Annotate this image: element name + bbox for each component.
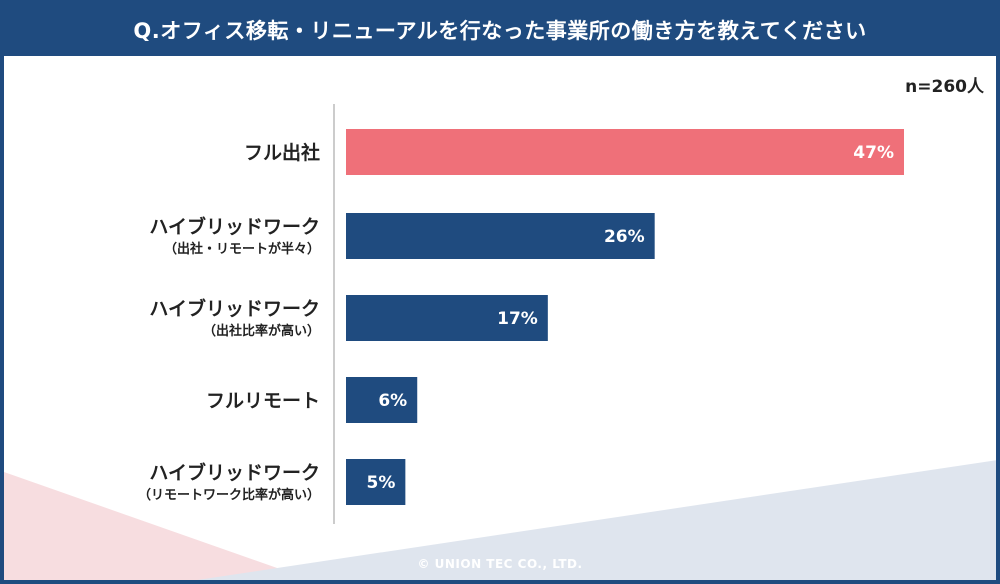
background-decoration — [4, 460, 996, 580]
title-bar: Q.オフィス移転・リニューアルを行なった事業所の働き方を教えてください — [4, 4, 996, 56]
bar-value-label: 47% — [853, 143, 894, 163]
chart-title: Q.オフィス移転・リニューアルを行なった事業所の働き方を教えてください — [133, 19, 867, 43]
bar — [346, 213, 655, 259]
category-label: ハイブリッドワーク — [149, 461, 320, 484]
bar-value-label: 6% — [378, 391, 407, 411]
bar-value-label: 17% — [497, 309, 538, 329]
bar-value-label: 5% — [366, 473, 395, 493]
bar — [346, 377, 418, 423]
bar — [346, 295, 548, 341]
bar-chart: 47% フル出社 26% ハイブリッドワーク （出社・リモートが半々） 17% ハイブリッド… — [138, 104, 904, 524]
bar — [346, 129, 904, 175]
category-sublabel: （リモートワーク比率が高い） — [138, 487, 320, 503]
category-label: ハイブリッドワーク — [149, 297, 320, 320]
bar — [346, 459, 406, 505]
category-label: ハイブリッドワーク — [149, 215, 320, 238]
copyright: © UNION TEC CO., LTD. — [417, 557, 583, 571]
category-sublabel: （出社比率が高い） — [203, 323, 320, 339]
category-label: フルリモート — [206, 390, 320, 412]
sample-size: n=260人 — [905, 77, 984, 97]
bar-value-label: 26% — [604, 227, 645, 247]
category-label: フル出社 — [244, 141, 320, 164]
category-sublabel: （出社・リモートが半々） — [164, 241, 320, 257]
